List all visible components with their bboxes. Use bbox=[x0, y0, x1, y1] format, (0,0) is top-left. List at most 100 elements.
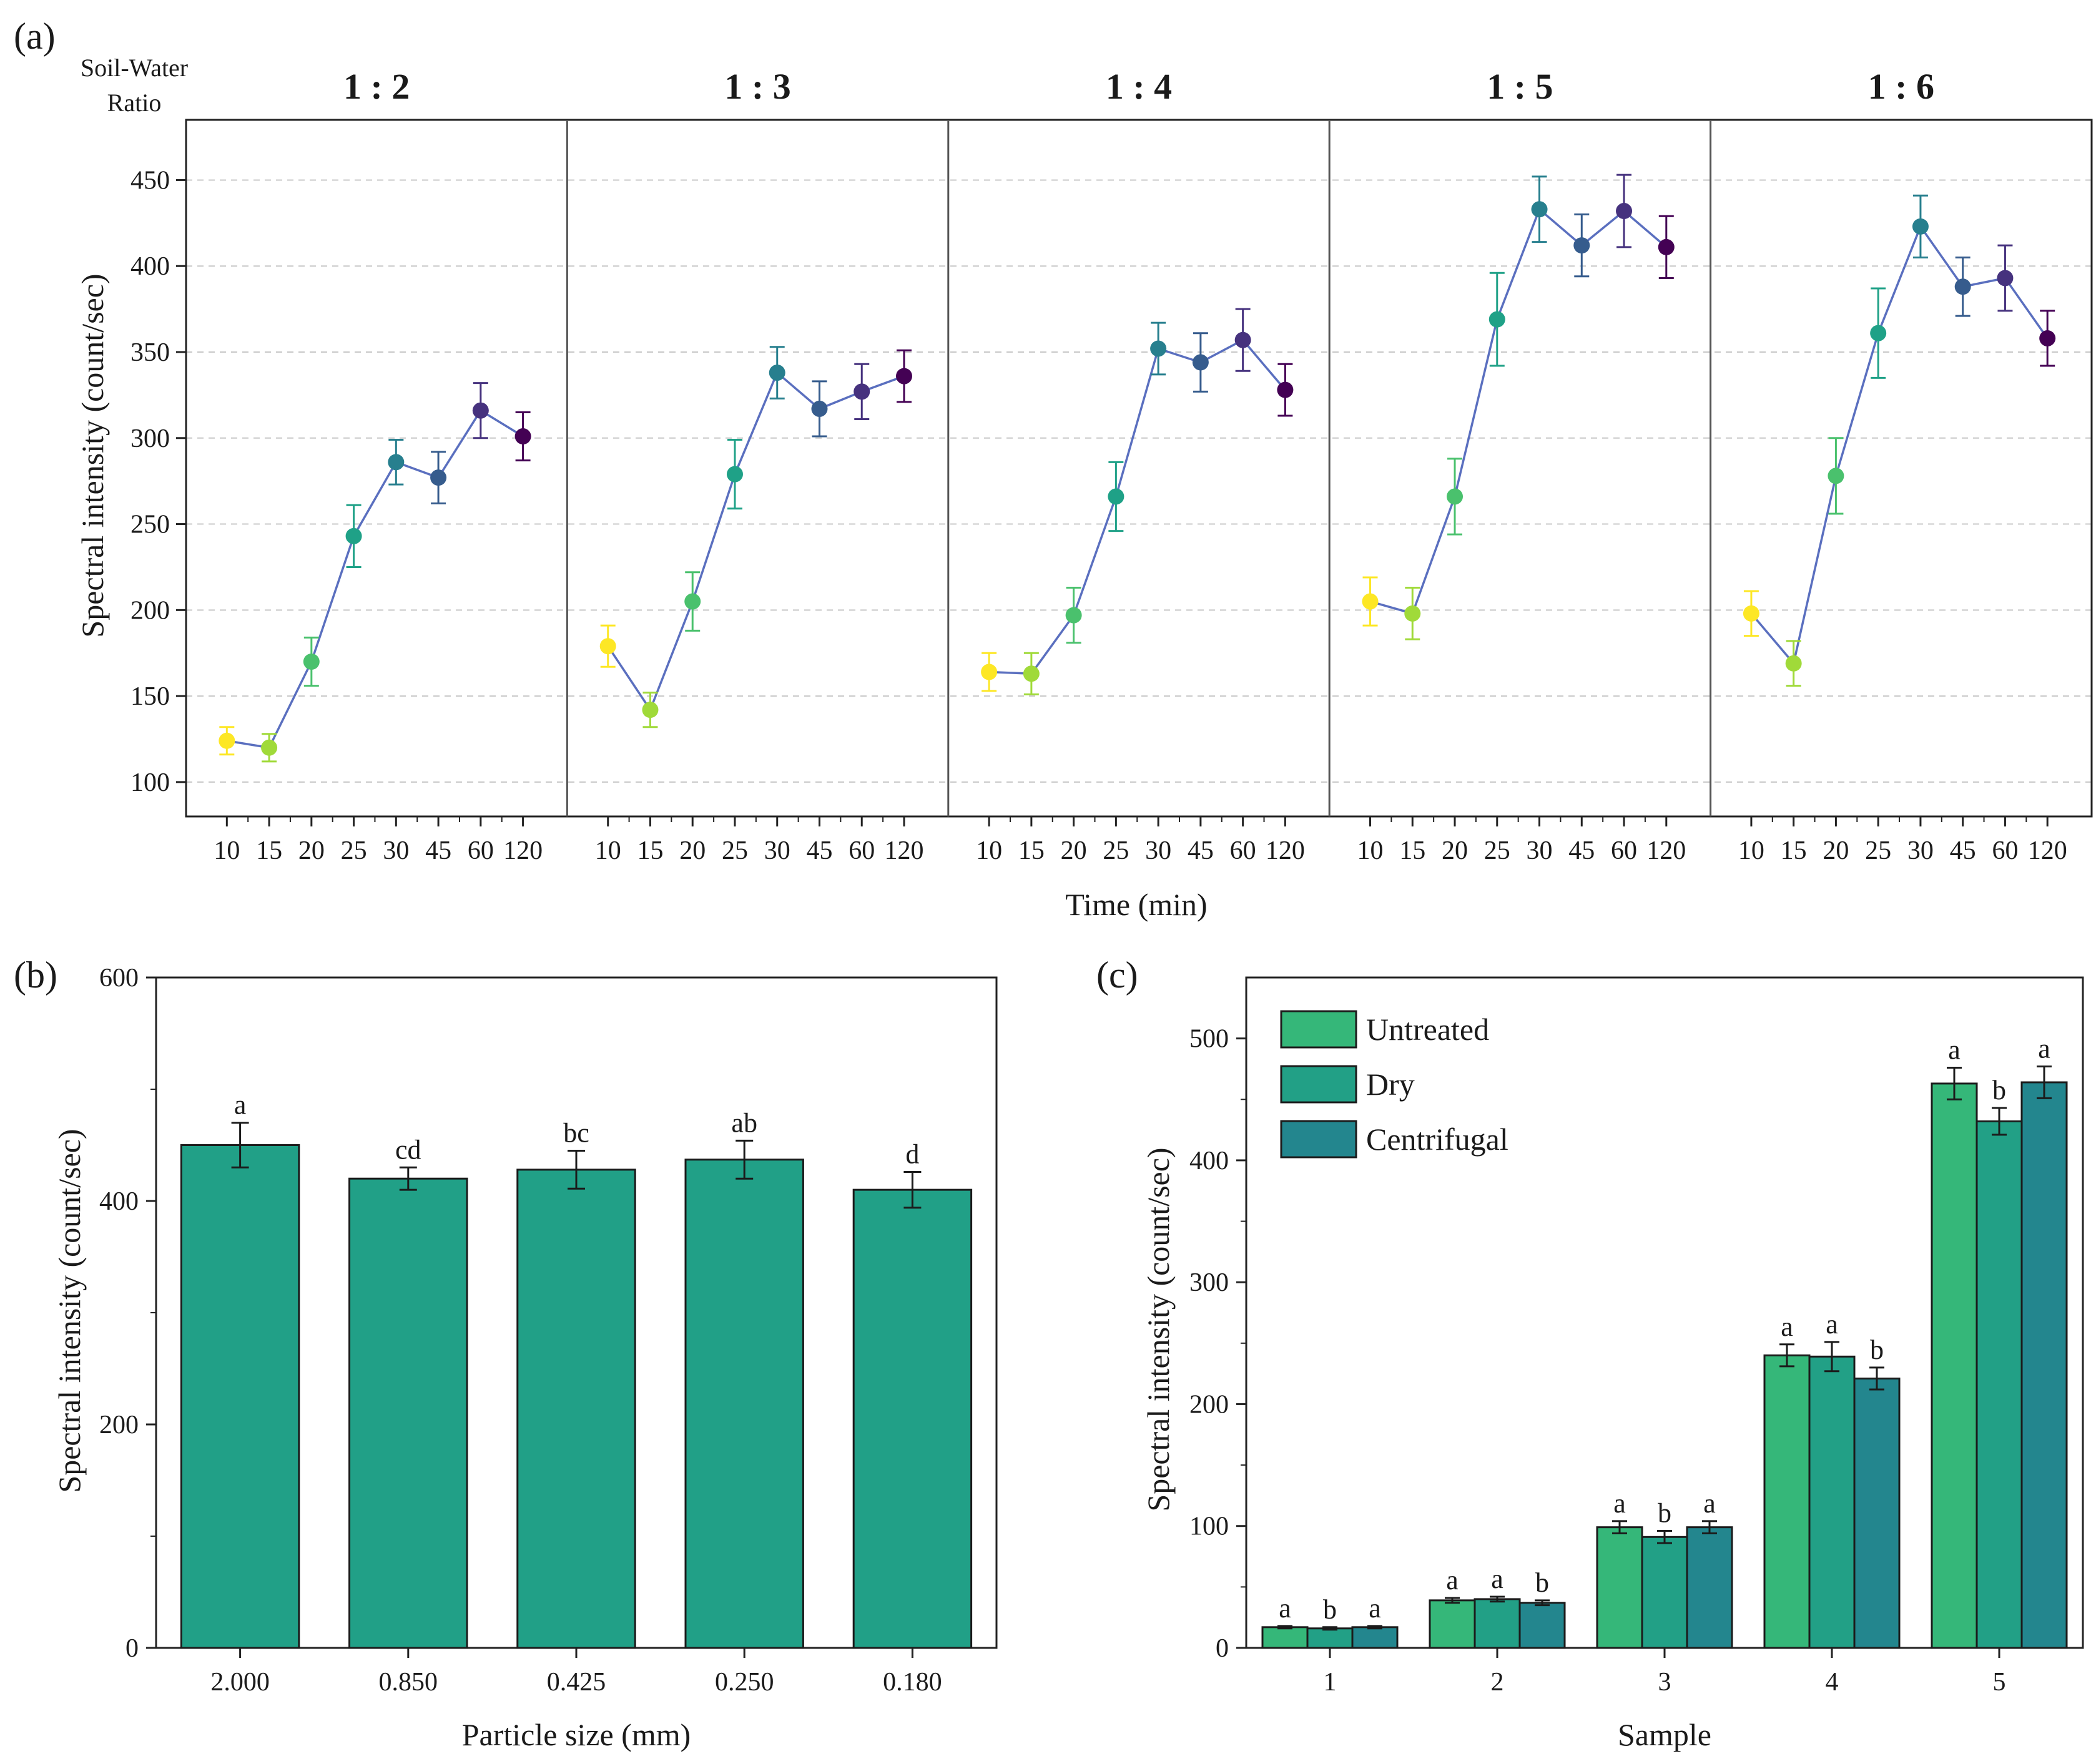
significance-label: a bbox=[2038, 1034, 2050, 1064]
data-point bbox=[726, 466, 743, 483]
x-tick-label: 120 bbox=[503, 836, 543, 865]
significance-label: b bbox=[1658, 1498, 1671, 1529]
data-point bbox=[1828, 468, 1844, 484]
x-tick-label: 15 bbox=[637, 836, 663, 865]
x-tick-label: 60 bbox=[849, 836, 875, 865]
x-tick-label: 20 bbox=[1061, 836, 1087, 865]
x-tick-label: 0.425 bbox=[547, 1668, 606, 1697]
y-tick-label: 300 bbox=[130, 424, 170, 453]
x-tick-label: 20 bbox=[1823, 836, 1849, 865]
bar bbox=[516, 1169, 636, 1649]
x-tick-label: 30 bbox=[764, 836, 790, 865]
bar bbox=[1306, 1627, 1354, 1649]
legend-label: Dry bbox=[1366, 1067, 1415, 1102]
x-tick-label: 15 bbox=[1018, 836, 1045, 865]
data-point bbox=[769, 365, 785, 381]
significance-label: b bbox=[1535, 1567, 1549, 1598]
x-tick-label: 10 bbox=[595, 836, 621, 865]
y-tick-label: 300 bbox=[1189, 1268, 1229, 1297]
x-tick-label: 25 bbox=[722, 836, 748, 865]
series-line bbox=[1370, 207, 1667, 615]
data-point bbox=[1234, 331, 1251, 348]
data-point bbox=[472, 402, 489, 419]
data-point bbox=[1065, 607, 1082, 624]
x-tick-label: 4 bbox=[1826, 1668, 1839, 1697]
significance-label: a bbox=[1948, 1035, 1961, 1066]
data-point bbox=[1150, 340, 1167, 357]
y-tick-label: 0 bbox=[1216, 1634, 1229, 1663]
x-tick-label: 25 bbox=[341, 836, 367, 865]
data-point bbox=[514, 428, 531, 445]
x-tick-label: 45 bbox=[1188, 836, 1214, 865]
bar bbox=[1763, 1354, 1811, 1649]
significance-label: b bbox=[1870, 1335, 1884, 1365]
bar bbox=[1853, 1377, 1901, 1649]
x-tick-label: 2.000 bbox=[210, 1668, 270, 1697]
x-tick-label: 2 bbox=[1491, 1668, 1504, 1697]
x-tick-label: 1 bbox=[1324, 1668, 1337, 1697]
data-point bbox=[1362, 593, 1379, 610]
y-tick-label: 350 bbox=[130, 338, 170, 367]
data-point bbox=[1743, 605, 1759, 622]
series-line bbox=[607, 371, 905, 712]
significance-label: a bbox=[1369, 1593, 1381, 1624]
significance-label: a bbox=[1703, 1488, 1716, 1519]
panel-a-label: (a) bbox=[14, 16, 56, 57]
significance-label: b bbox=[1992, 1075, 2006, 1105]
x-tick-label: 10 bbox=[976, 836, 1002, 865]
data-point bbox=[1447, 488, 1464, 505]
bar bbox=[1931, 1082, 1978, 1649]
significance-label: a bbox=[1826, 1309, 1838, 1340]
data-point bbox=[1531, 201, 1548, 218]
x-tick-label: 20 bbox=[1442, 836, 1468, 865]
legend-swatch bbox=[1280, 1010, 1357, 1049]
data-point bbox=[895, 368, 912, 385]
y-tick-label: 100 bbox=[1189, 1512, 1229, 1541]
y-tick-label: 500 bbox=[1189, 1025, 1229, 1054]
legend-swatch bbox=[1280, 1065, 1357, 1104]
bar bbox=[1686, 1526, 1733, 1649]
panel-b-plot: 0 200 400 600 a 2.000 cd 0.850 bc 0.425 ab 0.250 d 0.… bbox=[99, 964, 998, 1697]
x-tick-label: 10 bbox=[214, 836, 240, 865]
x-tick-label: 45 bbox=[1568, 836, 1595, 865]
x-tick-label: 45 bbox=[1950, 836, 1976, 865]
y-tick-label: 400 bbox=[99, 1187, 139, 1216]
panel-a-x-axis-label: Time (min) bbox=[1065, 887, 1207, 922]
y-tick-label: 450 bbox=[130, 166, 170, 195]
x-tick-label: 120 bbox=[1646, 836, 1686, 865]
x-tick-label: 45 bbox=[806, 836, 832, 865]
bar bbox=[1474, 1598, 1521, 1649]
x-tick-label: 30 bbox=[383, 836, 409, 865]
x-tick-label: 0.250 bbox=[715, 1668, 774, 1697]
data-point bbox=[599, 638, 616, 655]
data-point bbox=[1192, 354, 1209, 371]
x-tick-label: 25 bbox=[1484, 836, 1510, 865]
x-tick-label: 45 bbox=[425, 836, 451, 865]
panel-b-label: (b) bbox=[14, 954, 57, 996]
data-point bbox=[388, 454, 405, 471]
bar bbox=[1641, 1536, 1688, 1649]
x-tick-label: 10 bbox=[1357, 836, 1384, 865]
series-line bbox=[989, 338, 1286, 675]
significance-label: d bbox=[905, 1139, 919, 1169]
x-tick-label: 5 bbox=[1993, 1668, 2006, 1697]
panel-c-plot: 0 100 200 300 400 500 a b a 1 a a b 2 a b a 3 a a b 4 a b a 5 Untr… bbox=[1189, 976, 2084, 1697]
series-line bbox=[1750, 224, 2049, 666]
legend-label: Untreated bbox=[1366, 1012, 1489, 1047]
data-point bbox=[981, 664, 998, 680]
ratio-title: 1 : 5 bbox=[1487, 66, 1553, 107]
significance-label: b bbox=[1323, 1594, 1337, 1625]
data-point bbox=[1488, 311, 1505, 328]
data-point bbox=[1997, 270, 2014, 287]
ratio-title: 1 : 6 bbox=[1868, 66, 1934, 107]
y-tick-label: 200 bbox=[130, 596, 170, 625]
x-tick-label: 60 bbox=[1230, 836, 1256, 865]
y-tick-label: 200 bbox=[1189, 1390, 1229, 1419]
y-tick-label: 400 bbox=[130, 252, 170, 281]
panel-b-x-axis-label: Particle size (mm) bbox=[462, 1717, 691, 1752]
data-point bbox=[303, 654, 320, 670]
x-tick-label: 25 bbox=[1865, 836, 1891, 865]
data-point bbox=[811, 400, 828, 417]
data-point bbox=[684, 593, 701, 610]
